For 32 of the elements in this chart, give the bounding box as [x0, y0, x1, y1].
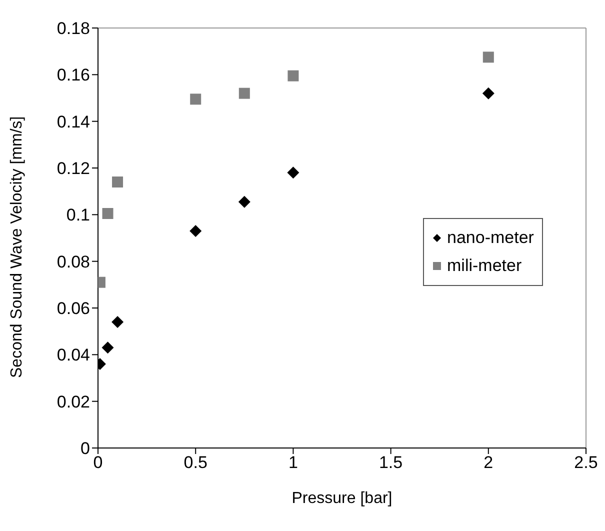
y-tick-label: 0: [80, 439, 90, 458]
point: [238, 88, 250, 99]
point: [190, 225, 202, 237]
point: [287, 166, 300, 179]
point: [482, 87, 494, 100]
y-tick-label: 0.12: [56, 159, 90, 178]
y-tick-label: 0.08: [56, 252, 90, 272]
point: [102, 208, 114, 219]
point: [288, 70, 299, 82]
x-tick-label: 2.5: [574, 453, 598, 472]
y-tick-label: 0.14: [56, 112, 90, 132]
point: [238, 196, 250, 208]
x-tick-label: 1.5: [378, 453, 403, 472]
y-tick-label: 0.1: [66, 206, 90, 225]
point: [190, 94, 202, 105]
y-tick-label: 0.02: [56, 392, 90, 412]
y-axis-title: Second Sound Wave Velocity [mm/s]: [8, 116, 26, 378]
y-tick-label: 0.16: [56, 66, 90, 85]
x-axis-title: Pressure [bar]: [292, 490, 392, 507]
x-tick-label: 0.5: [184, 453, 208, 472]
y-tick-label: 0.18: [56, 19, 90, 38]
point: [112, 316, 124, 328]
x-tick-label: 2: [484, 453, 494, 472]
x-tick-label: 1: [288, 453, 298, 472]
y-tick-label: 0.04: [56, 346, 90, 365]
legend-label: mili-meter: [447, 255, 522, 277]
point: [102, 342, 114, 354]
point: [482, 52, 494, 63]
x-tick-label: 0: [93, 453, 103, 472]
y-tick-label: 0.06: [56, 299, 90, 318]
point: [112, 176, 124, 188]
legend-label: nano-meter: [447, 227, 534, 249]
